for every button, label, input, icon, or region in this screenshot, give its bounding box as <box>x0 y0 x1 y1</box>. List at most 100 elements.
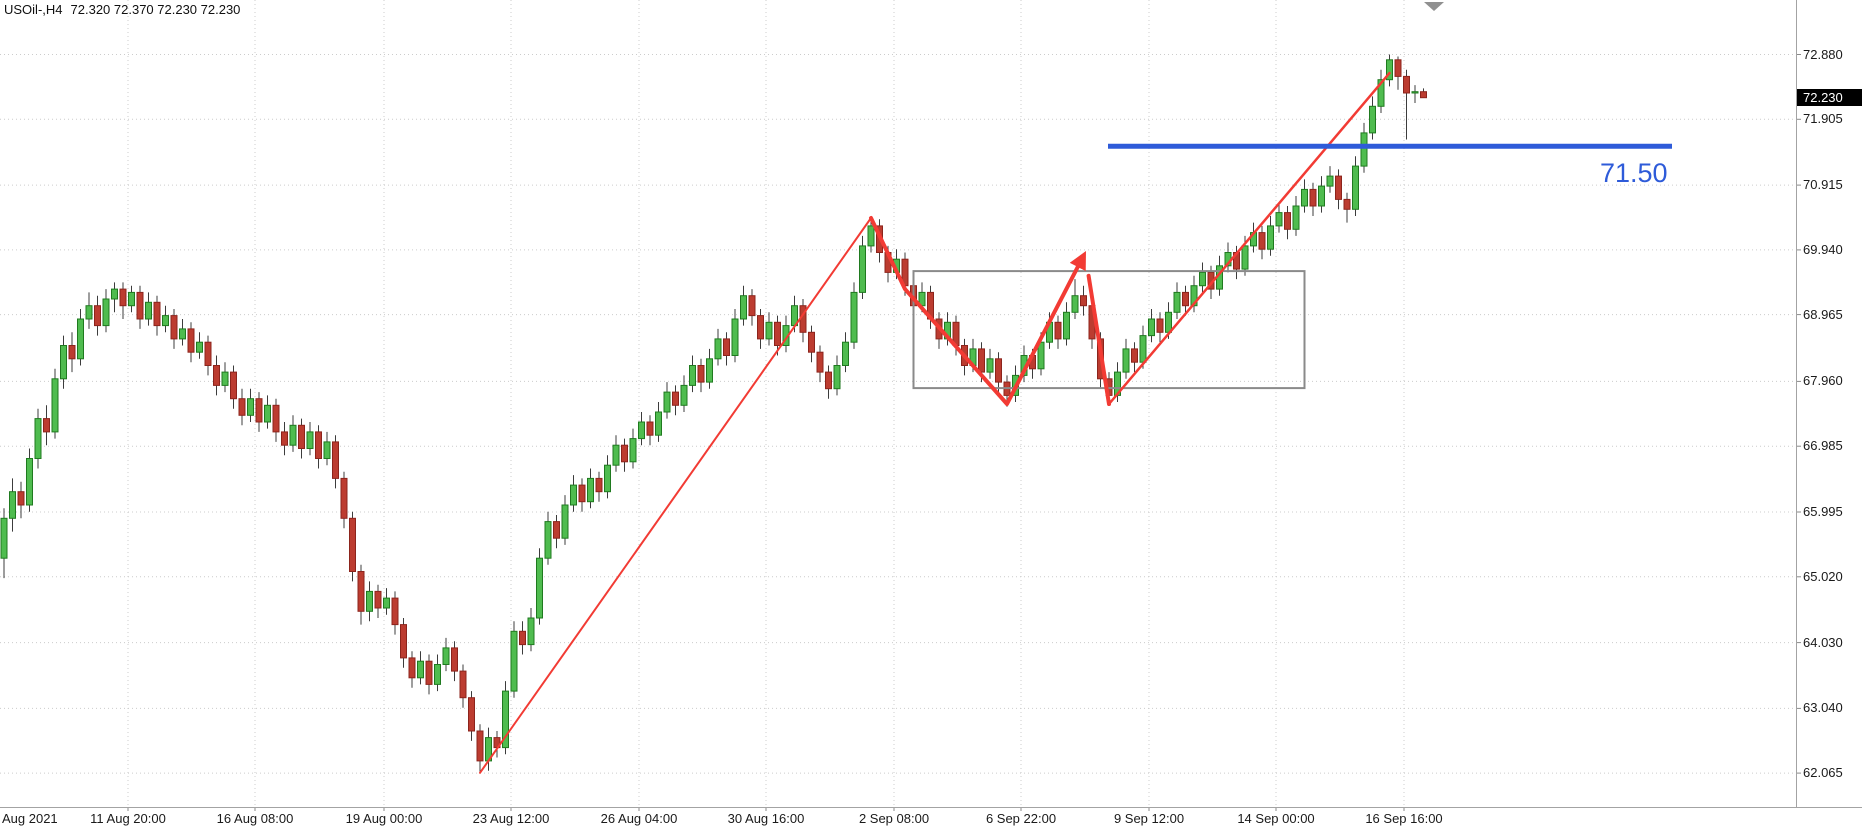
candle <box>1284 206 1291 240</box>
candle <box>1199 262 1206 293</box>
time-axis-label: 9 Sep 12:00 <box>1113 811 1185 826</box>
candle <box>153 295 161 336</box>
trend-line-impulse-line[interactable] <box>479 217 872 774</box>
time-axis[interactable]: Aug 2021 11 Aug 20:00 16 Aug 08:00 19 Aug 0… <box>0 807 1862 829</box>
candle <box>519 621 526 655</box>
candle <box>680 375 688 412</box>
candle <box>1326 166 1334 193</box>
candle <box>196 332 203 359</box>
candle <box>306 422 314 456</box>
candle <box>332 435 339 489</box>
candle <box>213 355 220 396</box>
candles-layer <box>0 54 1427 773</box>
candle <box>136 285 144 329</box>
axis-ticks <box>127 54 1801 811</box>
support-level-label: 71.50 <box>1600 158 1668 188</box>
candle <box>34 408 42 469</box>
candle <box>655 402 662 442</box>
candle <box>60 335 67 389</box>
candle <box>94 295 101 336</box>
time-axis-label: 30 Aug 16:00 <box>727 811 805 826</box>
candle <box>842 332 849 373</box>
candle <box>1258 225 1266 260</box>
price-axis-label: 67.960 <box>1803 373 1843 389</box>
time-axis-label: 14 Sep 00:00 <box>1237 811 1315 826</box>
candle <box>264 395 271 429</box>
candle <box>1275 202 1283 233</box>
candle <box>1054 315 1062 349</box>
trend-line-breakout-line[interactable] <box>1107 71 1391 406</box>
candle <box>850 282 858 349</box>
candle <box>425 654 433 695</box>
candle <box>170 309 178 349</box>
candle <box>612 435 620 472</box>
candle <box>714 328 722 366</box>
candle <box>1335 169 1342 210</box>
candle <box>553 515 560 549</box>
consolidation-box[interactable] <box>912 270 1306 390</box>
candle <box>587 468 594 509</box>
candle <box>349 511 356 582</box>
candle <box>111 282 118 313</box>
candle <box>731 309 739 363</box>
candle <box>502 681 509 755</box>
candle <box>1343 192 1351 223</box>
time-axis-label: 23 Aug 12:00 <box>472 811 550 826</box>
time-axis-label: 26 Aug 04:00 <box>600 811 678 826</box>
candle <box>298 418 305 459</box>
candle <box>1080 285 1087 316</box>
candle <box>1394 56 1402 90</box>
candle <box>833 355 841 396</box>
candle <box>1420 88 1427 99</box>
candle <box>281 422 288 456</box>
candle <box>442 637 450 672</box>
time-axis-label: 6 Sep 22:00 <box>985 811 1057 826</box>
grid-layer <box>0 0 1795 806</box>
candle <box>536 548 543 625</box>
candle <box>1386 54 1393 87</box>
candle <box>417 651 424 685</box>
candle <box>757 309 764 349</box>
price-axis-label: 64.030 <box>1803 634 1843 650</box>
candle <box>26 448 33 512</box>
chart-shift-marker-icon[interactable] <box>1424 2 1444 11</box>
candle <box>1063 302 1070 346</box>
candle <box>1131 342 1138 373</box>
candle <box>272 398 280 442</box>
candle <box>1292 196 1300 236</box>
candle <box>1190 275 1198 313</box>
current-price-tag: 72.230 <box>1797 88 1862 106</box>
symbol-timeframe-label: USOil-,H4 <box>4 2 63 17</box>
candle <box>578 478 586 512</box>
candle <box>816 345 824 383</box>
candle <box>774 315 781 356</box>
trend-line-correction-zigzag[interactable] <box>869 216 1086 406</box>
candle <box>179 319 186 346</box>
candle <box>451 641 458 682</box>
candle <box>468 691 475 741</box>
price-axis[interactable]: 72.880 71.905 70.915 69.940 68.965 67.960 66.9… <box>1796 0 1862 807</box>
candle <box>68 332 76 373</box>
candle <box>1267 216 1274 256</box>
symbol-info: USOil-,H4 72.320 72.370 72.230 72.230 <box>4 2 240 17</box>
time-axis-label: Aug 2021 <box>2 811 58 826</box>
candle <box>825 365 832 399</box>
candle <box>1309 182 1317 216</box>
candle <box>128 285 135 313</box>
candle <box>366 581 373 622</box>
candle <box>604 455 611 499</box>
candle <box>859 235 866 299</box>
candle <box>230 365 237 409</box>
trend-line-drop-line[interactable] <box>1086 273 1111 406</box>
candle <box>1122 338 1130 379</box>
candle <box>145 292 152 326</box>
candle <box>17 481 25 519</box>
candle <box>289 415 297 452</box>
price-axis-label: 70.915 <box>1803 177 1843 193</box>
candle <box>247 388 254 422</box>
ohlc-readout: 72.320 72.370 72.230 72.230 <box>70 2 241 17</box>
candle <box>544 511 552 565</box>
time-axis-label: 19 Aug 00:00 <box>345 811 423 826</box>
